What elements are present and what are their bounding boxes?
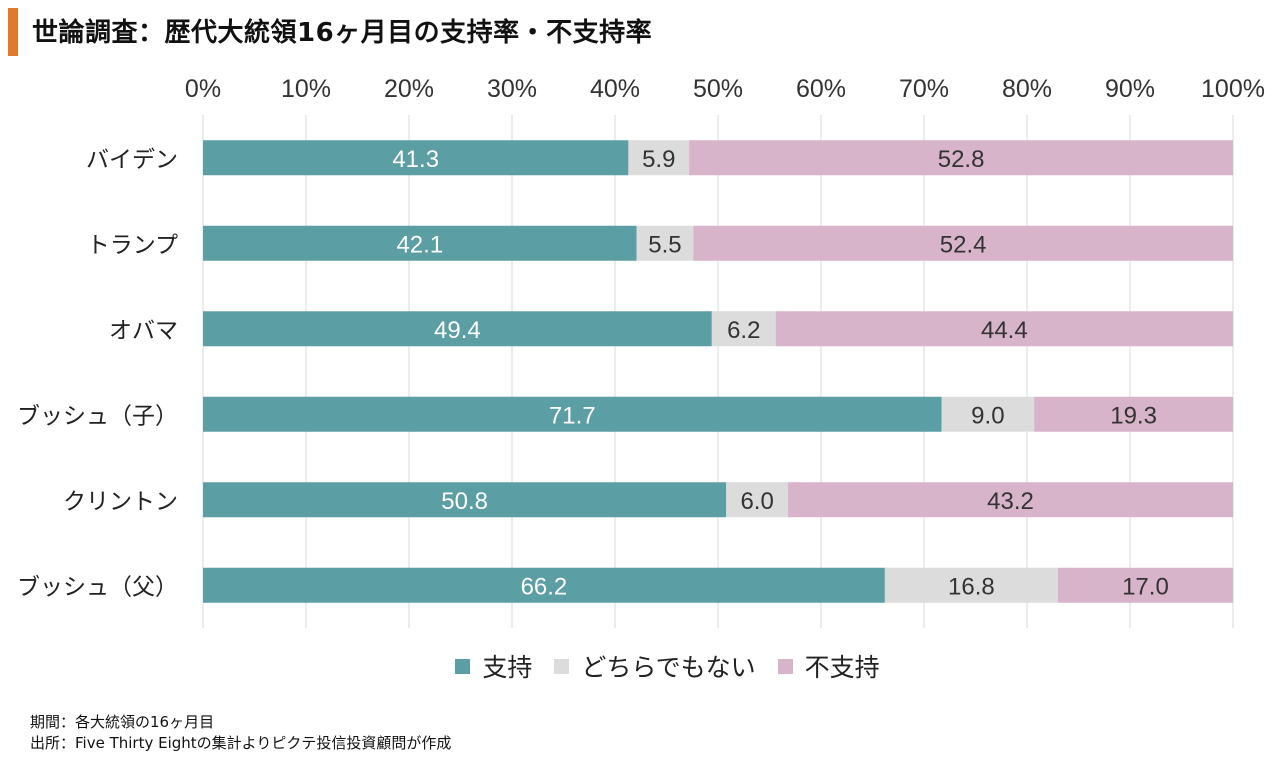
bar-segment bbox=[203, 225, 637, 261]
category-label: ブッシュ（父） bbox=[17, 573, 178, 599]
category-label: ブッシュ（子） bbox=[17, 402, 178, 428]
data-label: 5.5 bbox=[648, 231, 681, 258]
bar-segment bbox=[1057, 567, 1233, 603]
x-tick-label: 50% bbox=[693, 75, 743, 103]
data-label: 41.3 bbox=[392, 146, 439, 173]
legend-label-support: 支持 bbox=[482, 653, 533, 682]
x-tick-label: 100% bbox=[1201, 75, 1265, 103]
x-tick-label: 70% bbox=[899, 75, 949, 103]
bar-segment bbox=[203, 311, 712, 347]
title-accent-bar bbox=[8, 8, 18, 56]
bar-segment bbox=[788, 482, 1233, 518]
bar-segment bbox=[775, 311, 1233, 347]
bar-segment bbox=[203, 140, 629, 176]
category-label: トランプ bbox=[87, 231, 178, 257]
data-label: 50.8 bbox=[441, 488, 488, 515]
legend-swatch-neutral bbox=[554, 658, 570, 674]
legend: 支持 どちらでもない 不支持 bbox=[0, 648, 1280, 684]
legend-item-support: 支持 bbox=[455, 648, 532, 684]
period-note: 期間：各大統領の16ヶ月目 bbox=[30, 713, 215, 731]
data-label: 16.8 bbox=[948, 573, 995, 600]
legend-swatch-support bbox=[455, 658, 471, 674]
legend-item-neutral: どちらでもない bbox=[554, 648, 756, 684]
category-label: クリントン bbox=[63, 488, 178, 514]
bar-segment bbox=[636, 225, 694, 261]
footnotes: 期間：各大統領の16ヶ月目 出所：Five Thirty Eightの集計よりピ… bbox=[30, 712, 451, 754]
bar-segment bbox=[203, 567, 885, 603]
data-label: 44.4 bbox=[981, 317, 1028, 344]
data-label: 66.2 bbox=[521, 573, 568, 600]
x-tick-label: 20% bbox=[384, 75, 434, 103]
x-tick-label: 60% bbox=[796, 75, 846, 103]
bar-segment bbox=[941, 396, 1035, 432]
source-note: 出所：Five Thirty Eightの集計よりピクテ投信投資顧問が作成 bbox=[30, 734, 452, 752]
data-label: 42.1 bbox=[396, 231, 443, 258]
data-label: 6.0 bbox=[740, 488, 773, 515]
data-label: 17.0 bbox=[1122, 573, 1169, 600]
bar-segment bbox=[726, 482, 789, 518]
data-label: 43.2 bbox=[987, 488, 1034, 515]
x-tick-label: 30% bbox=[487, 75, 537, 103]
category-label: バイデン bbox=[86, 146, 178, 172]
bar-segment bbox=[711, 311, 776, 347]
bar-segment bbox=[884, 567, 1058, 603]
bar-segment bbox=[628, 140, 690, 176]
x-tick-label: 0% bbox=[185, 75, 221, 103]
data-label: 19.3 bbox=[1110, 402, 1157, 429]
x-tick-label: 40% bbox=[590, 75, 640, 103]
data-label: 71.7 bbox=[549, 402, 596, 429]
x-tick-label: 80% bbox=[1002, 75, 1052, 103]
data-label: 52.4 bbox=[940, 231, 987, 258]
legend-item-oppose: 不支持 bbox=[777, 648, 880, 684]
bar-segment bbox=[1034, 396, 1233, 432]
legend-label-neutral: どちらでもない bbox=[581, 653, 756, 682]
data-label: 6.2 bbox=[727, 317, 760, 344]
stacked-bar-chart: 0% 10% 20% 30% 40% 50% 60% 70% 80% 90% 100% バイデン 41.… bbox=[17, 75, 1265, 628]
category-label: オバマ bbox=[109, 317, 178, 343]
legend-swatch-oppose bbox=[777, 658, 793, 674]
x-tick-label: 90% bbox=[1105, 75, 1155, 103]
bar-segment bbox=[689, 140, 1233, 176]
x-tick-label: 10% bbox=[281, 75, 331, 103]
data-label: 52.8 bbox=[938, 146, 985, 173]
chart-title: 世論調査：歴代大統領16ヶ月目の支持率・不支持率 bbox=[32, 18, 653, 48]
legend-label-oppose: 不支持 bbox=[804, 653, 880, 682]
data-label: 9.0 bbox=[971, 402, 1004, 429]
data-label: 5.9 bbox=[642, 146, 675, 173]
bar-segment bbox=[203, 482, 727, 518]
data-label: 49.4 bbox=[434, 317, 481, 344]
bar-segment bbox=[693, 225, 1233, 261]
bar-segment bbox=[203, 396, 942, 432]
